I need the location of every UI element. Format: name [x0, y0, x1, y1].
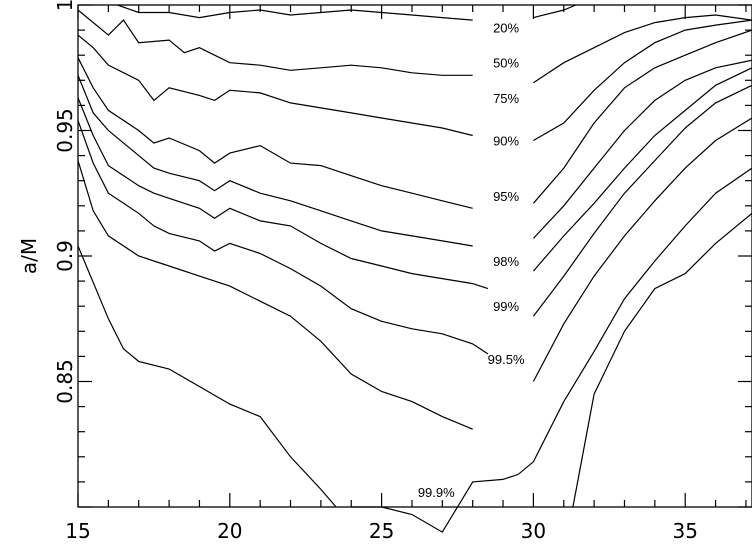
contour-line: [533, 14, 752, 84]
contour-line: [532, 84, 752, 317]
y-tick-label: 1: [53, 0, 77, 11]
contour-line: [572, 212, 752, 508]
contour-line: [351, 167, 752, 533]
contour-lines: [77, 4, 752, 533]
contour-label: 99.9%: [418, 485, 455, 500]
contour-line: [77, 34, 473, 137]
contour-label: 98%: [493, 254, 519, 269]
contour-line: [77, 9, 473, 76]
x-tick-label: 25: [369, 519, 394, 543]
contour-line: [77, 75, 473, 247]
contour-line: [77, 97, 489, 290]
contour-line: [532, 59, 752, 239]
plot-frame: [77, 4, 752, 508]
x-tick-label: 20: [217, 519, 242, 543]
x-tick-label: 35: [672, 519, 697, 543]
axis-ticks: 15 20 25 30 35 0.85 0.9 0.95 1: [53, 0, 752, 543]
y-tick-label: 0.95: [53, 108, 77, 153]
contour-line: [77, 245, 337, 508]
x-tick-label: 30: [521, 519, 546, 543]
contour-line: [77, 57, 473, 209]
contour-line: [533, 19, 752, 142]
contour-labels: 20% 50% 75% 90% 95% 98% 99% 99.5% 99.9%: [418, 21, 525, 500]
contour-label: 99.5%: [488, 352, 525, 367]
contour-line: [532, 67, 752, 272]
contour-label: 20%: [493, 21, 519, 36]
x-tick-label: 15: [65, 519, 90, 543]
contour-line: [77, 160, 473, 430]
y-tick-label: 0.85: [53, 359, 77, 404]
contour-line: [77, 120, 489, 355]
contour-label: 75%: [493, 91, 519, 106]
contour-line: [117, 4, 473, 21]
contour-line: [532, 117, 752, 382]
y-axis-title: a/M: [17, 238, 41, 274]
y-tick-label: 0.9: [53, 240, 77, 272]
contour-line: [533, 4, 577, 19]
contour-label: 95%: [493, 189, 519, 204]
contour-label: 90%: [493, 134, 519, 149]
contour-label: 50%: [493, 56, 519, 71]
contour-label: 99%: [493, 299, 519, 314]
contour-line: [532, 29, 752, 204]
